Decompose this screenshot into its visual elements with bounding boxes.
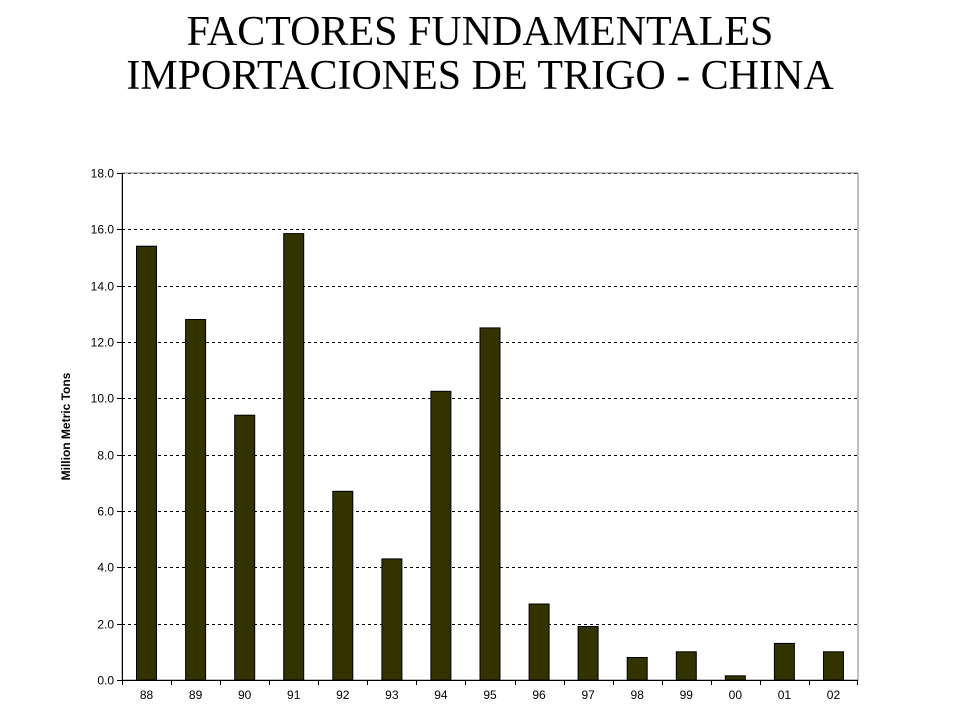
bar-93 [381, 558, 403, 681]
y-tick-label: 2.0 [97, 618, 114, 632]
bar-89 [185, 319, 207, 681]
y-axis-title: Million Metric Tons [59, 372, 73, 480]
x-tick-label-99: 99 [680, 688, 694, 702]
y-tick-label: 12.0 [91, 336, 115, 350]
x-tick-label-95: 95 [483, 688, 497, 702]
y-tick-label: 14.0 [91, 280, 115, 294]
bar-88 [136, 245, 157, 681]
bar-02 [823, 651, 844, 681]
bar-94 [430, 390, 452, 681]
y-tick-label: 4.0 [97, 561, 114, 575]
bar-95 [479, 327, 501, 681]
bar-01 [773, 642, 795, 681]
x-tick-label-92: 92 [336, 688, 350, 702]
bar-98 [626, 657, 648, 681]
bar-00 [724, 675, 746, 681]
y-tick-label: 10.0 [91, 392, 115, 406]
y-tick-label: 16.0 [91, 223, 115, 237]
bar-97 [577, 626, 599, 681]
x-tick-label-97: 97 [581, 688, 595, 702]
y-tick-label: 0.0 [97, 674, 114, 688]
chart-title-line-1: FACTORES FUNDAMENTALES [186, 9, 774, 55]
x-tick-label-02: 02 [827, 688, 841, 702]
chart-title: FACTORES FUNDAMENTALES IMPORTACIONES DE … [0, 10, 960, 98]
x-tick-label-90: 90 [238, 688, 252, 702]
x-tick-label-98: 98 [631, 688, 645, 702]
bar-90 [234, 414, 256, 681]
bar-92 [332, 490, 354, 681]
bars [136, 233, 844, 681]
x-tick-label-00: 00 [729, 688, 743, 702]
x-tick-label-94: 94 [434, 688, 448, 702]
y-tick-label: 6.0 [97, 505, 114, 519]
x-tick-label-01: 01 [778, 688, 792, 702]
bar-91 [283, 233, 305, 681]
chart-title-line-2: IMPORTACIONES DE TRIGO - CHINA [126, 53, 834, 99]
bar-99 [675, 651, 697, 681]
y-tick-label: 18.0 [91, 167, 115, 181]
bar-96 [528, 603, 550, 681]
x-tick-label-93: 93 [385, 688, 399, 702]
y-tick-label: 8.0 [97, 449, 114, 463]
x-tick-label-91: 91 [287, 688, 301, 702]
x-tick-label-89: 89 [189, 688, 203, 702]
x-tick-label-96: 96 [532, 688, 546, 702]
axes: 0.0 2.0 4.0 6.0 8.0 10.0 12.0 14.0 16.0 18.0 88 89 9… [91, 167, 858, 702]
x-tick-label-88: 88 [140, 688, 154, 702]
